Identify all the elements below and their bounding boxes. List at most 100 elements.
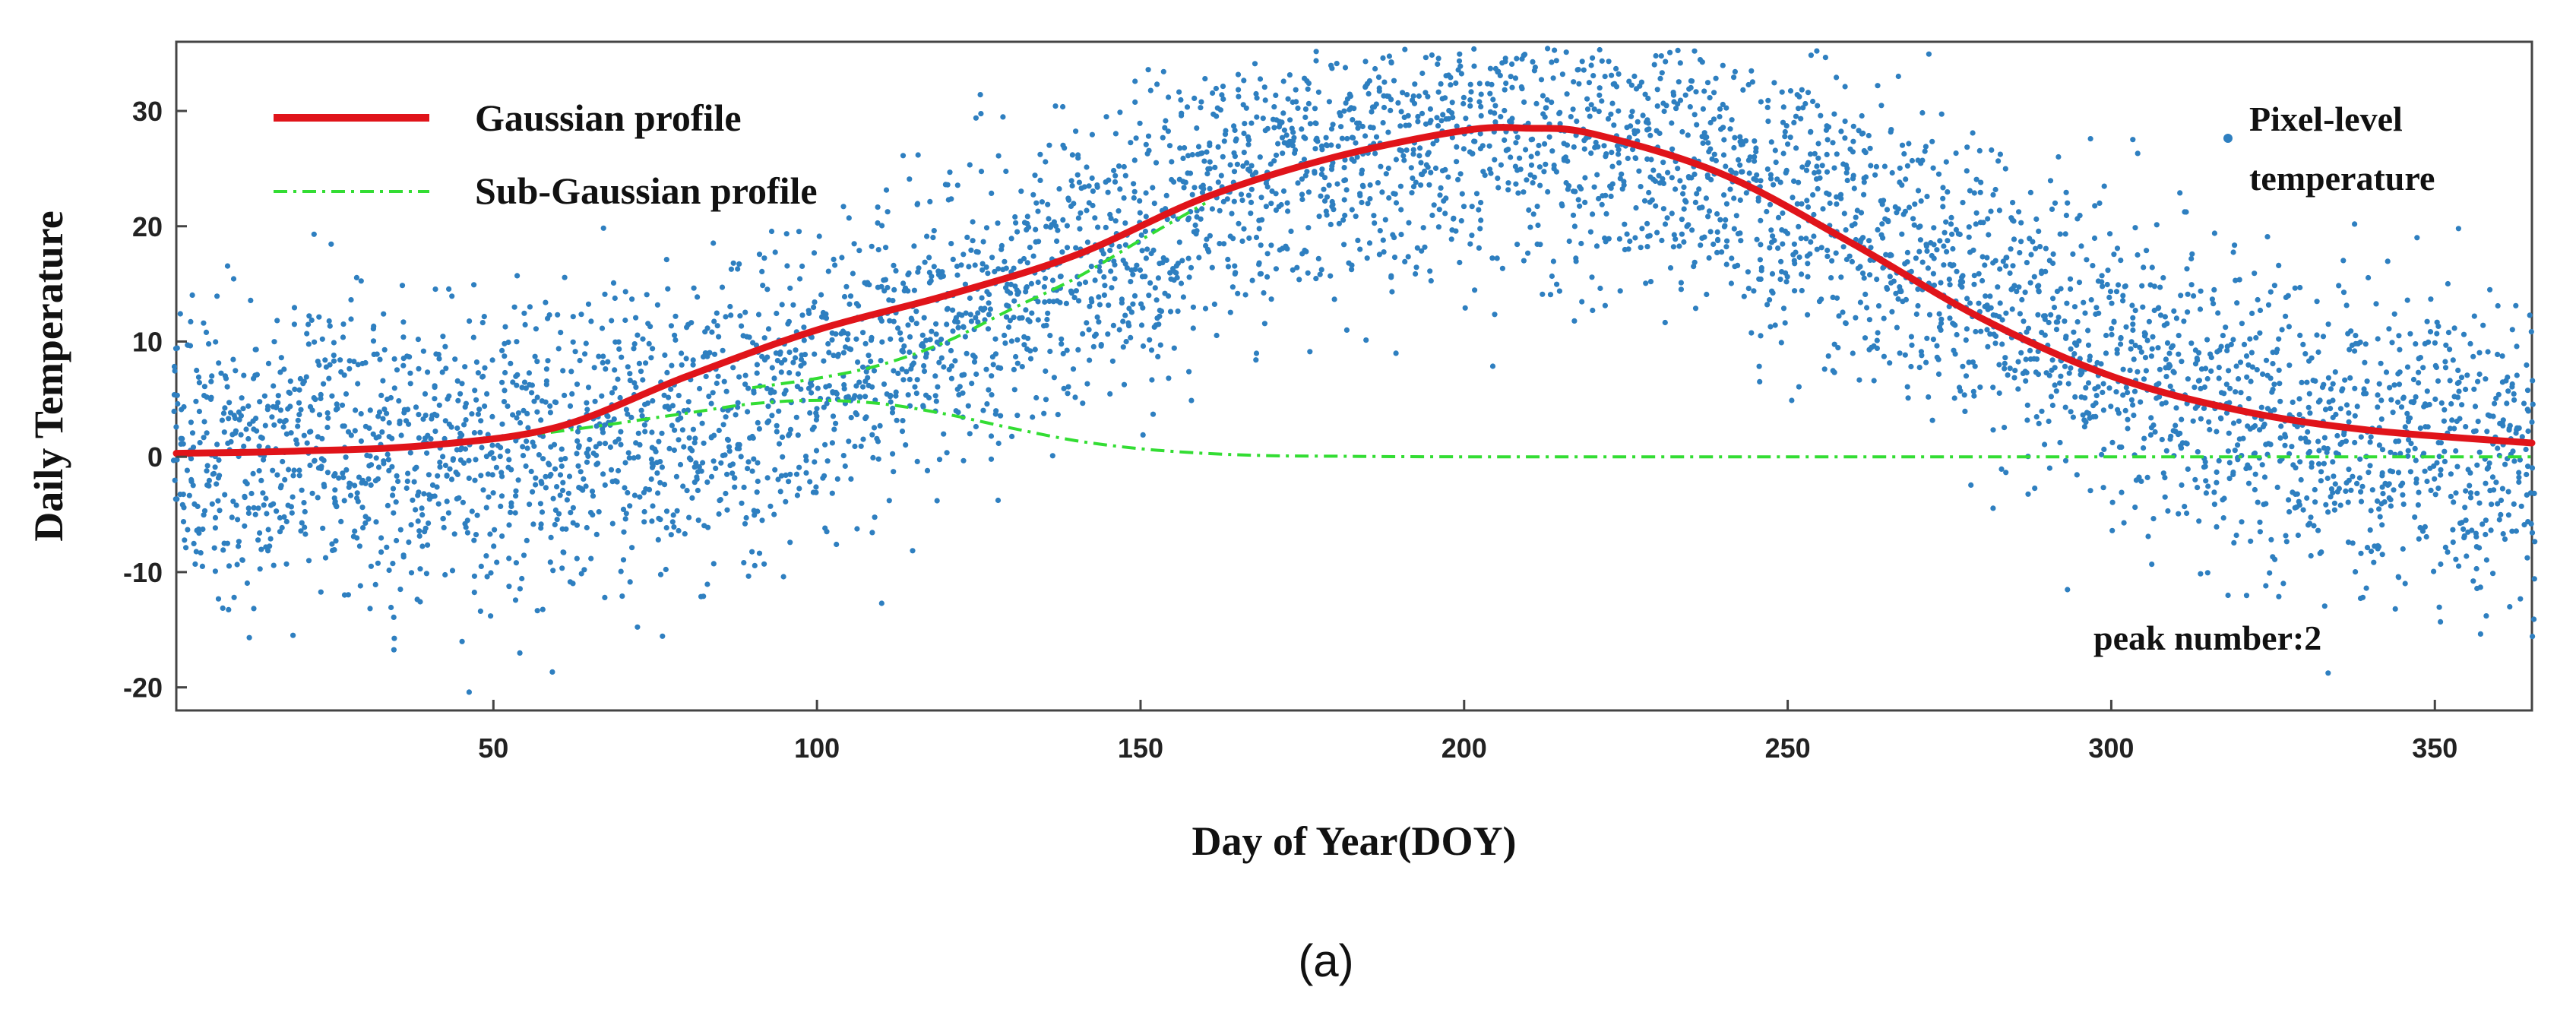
scatter-point	[967, 295, 973, 302]
scatter-point	[305, 558, 312, 564]
scatter-point	[2416, 536, 2422, 542]
scatter-point	[1377, 228, 1383, 234]
scatter-point	[245, 435, 252, 442]
scatter-point	[354, 495, 360, 501]
scatter-point	[326, 375, 332, 381]
scatter-point	[2118, 258, 2124, 264]
scatter-point	[2009, 306, 2015, 312]
scatter-point	[866, 282, 872, 288]
scatter-point	[2423, 533, 2429, 540]
scatter-point	[1605, 115, 1612, 122]
scatter-point	[761, 255, 767, 261]
scatter-point	[728, 312, 734, 318]
scatter-point	[2214, 469, 2220, 476]
scatter-point	[1051, 375, 1057, 381]
scatter-point	[1288, 228, 1294, 234]
scatter-point	[608, 467, 615, 473]
scatter-point	[1313, 276, 1319, 282]
scatter-point	[878, 358, 884, 364]
scatter-point	[2363, 585, 2369, 591]
scatter-point	[719, 284, 726, 290]
scatter-point	[1111, 167, 1117, 174]
scatter-point	[534, 608, 540, 614]
scatter-point	[1372, 65, 1378, 72]
scatter-point	[1595, 144, 1601, 150]
scatter-point	[954, 386, 960, 392]
scatter-point	[1479, 143, 1486, 149]
scatter-point	[1150, 247, 1157, 253]
scatter-point	[1632, 235, 1638, 241]
scatter-point	[818, 292, 824, 298]
scatter-point	[1764, 104, 1771, 110]
scatter-point	[1336, 220, 1342, 226]
scatter-point	[1782, 320, 1788, 326]
scatter-point	[648, 476, 654, 482]
scatter-point	[1397, 183, 1404, 189]
scatter-point	[1628, 113, 1635, 119]
scatter-point	[2348, 487, 2354, 493]
scatter-point	[315, 495, 321, 501]
scatter-point	[1232, 263, 1238, 269]
scatter-point	[2297, 284, 2303, 291]
scatter-point	[1055, 227, 1061, 233]
scatter-point	[2057, 380, 2063, 386]
scatter-point	[2074, 472, 2080, 478]
scatter-point	[251, 606, 257, 612]
scatter-point	[1802, 100, 1809, 107]
scatter-point	[2239, 321, 2245, 327]
scatter-point	[1563, 49, 1569, 55]
scatter-point	[1850, 350, 1856, 356]
gaussian-line	[172, 124, 2536, 457]
scatter-point	[2321, 460, 2327, 467]
scatter-point	[1524, 177, 1530, 183]
scatter-point	[1051, 219, 1057, 225]
scatter-point	[1647, 174, 1654, 180]
scatter-point	[329, 541, 335, 547]
scatter-point	[520, 453, 527, 459]
scatter-point	[1719, 249, 1725, 255]
scatter-point	[1343, 327, 1350, 333]
scatter-point	[1473, 191, 1480, 197]
scatter-point	[2460, 331, 2467, 337]
scatter-point	[1527, 172, 1533, 178]
scatter-point	[1807, 151, 1814, 157]
scatter-point	[1143, 190, 1149, 196]
scatter-point	[848, 476, 854, 482]
scatter-point	[583, 483, 589, 489]
scatter-point	[1428, 278, 1434, 284]
scatter-point	[444, 473, 450, 479]
scatter-point	[477, 429, 483, 435]
scatter-point	[559, 463, 565, 470]
scatter-point	[2027, 280, 2033, 286]
scatter-point	[730, 365, 736, 371]
scatter-point	[2513, 430, 2519, 436]
scatter-point	[505, 403, 511, 410]
scatter-point	[891, 368, 897, 374]
scatter-point	[607, 444, 614, 451]
scatter-point	[2178, 293, 2184, 299]
scatter-point	[1743, 190, 1749, 196]
scatter-point	[1586, 80, 1592, 86]
scatter-point	[1188, 397, 1195, 403]
scatter-point	[975, 249, 981, 255]
scatter-point	[727, 463, 733, 469]
scatter-point	[584, 407, 590, 413]
scatter-point	[2318, 469, 2324, 475]
scatter-point	[2471, 313, 2477, 319]
scatter-point	[2236, 436, 2242, 442]
scatter-point	[1647, 279, 1654, 285]
scatter-point	[331, 358, 337, 364]
scatter-point	[2366, 470, 2372, 476]
scatter-point	[580, 487, 586, 493]
scatter-point	[453, 470, 459, 476]
scatter-point	[2125, 416, 2131, 422]
scatter-point	[2063, 189, 2069, 195]
scatter-point	[633, 384, 639, 391]
scatter-point	[196, 408, 202, 415]
scatter-point	[1131, 181, 1137, 187]
scatter-point	[538, 479, 544, 485]
scatter-point	[2232, 242, 2238, 248]
scatter-point	[441, 435, 448, 442]
scatter-point	[2263, 357, 2270, 363]
scatter-point	[2109, 439, 2116, 446]
